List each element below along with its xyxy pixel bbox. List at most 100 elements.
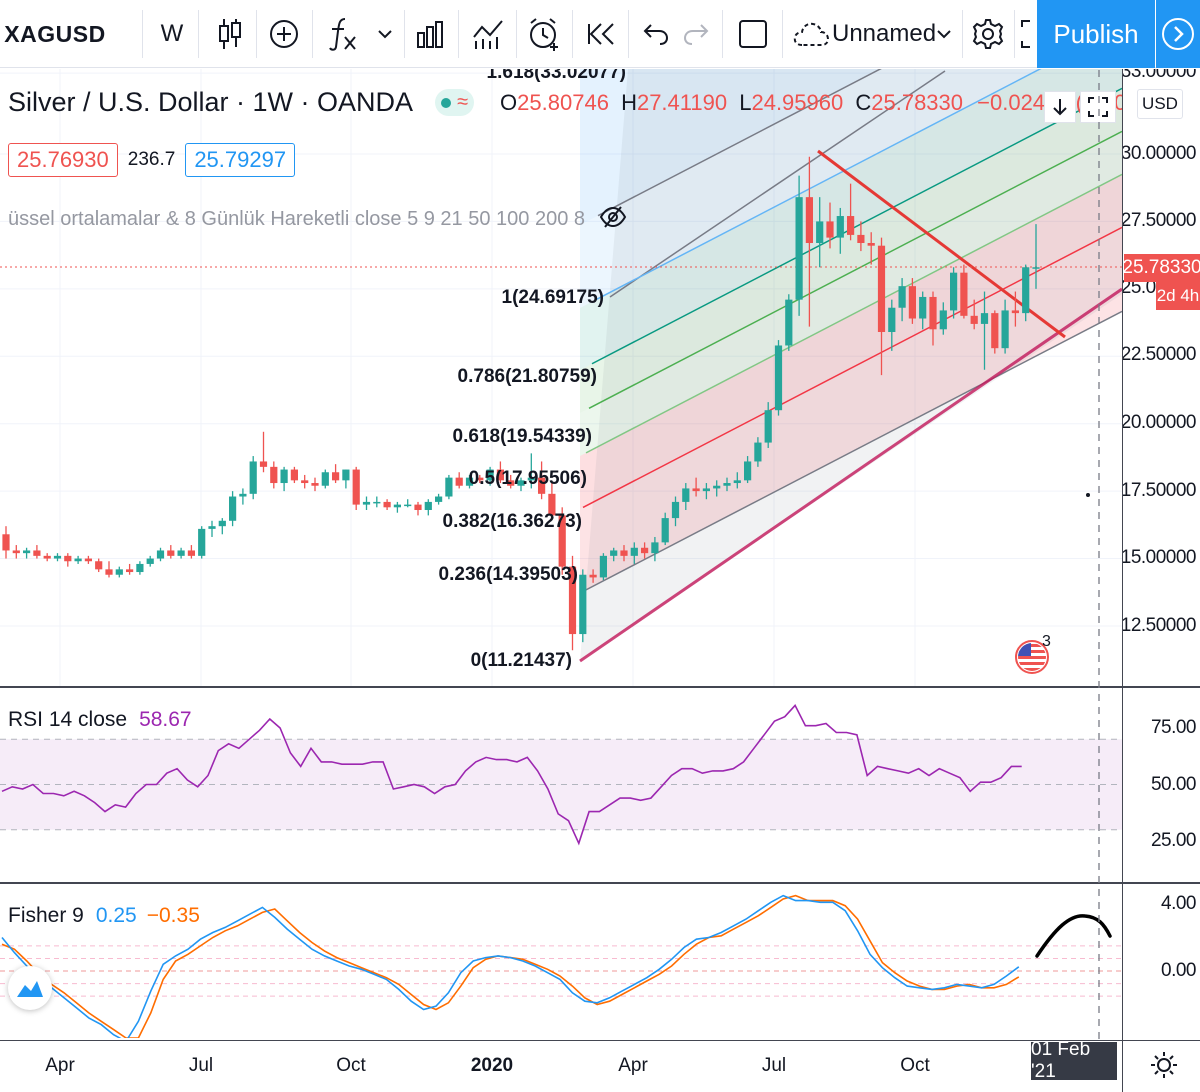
rsi-value: 58.67 xyxy=(139,708,192,731)
publish-button[interactable]: Publish xyxy=(1037,0,1155,68)
candle-body xyxy=(579,574,587,635)
financials-icon[interactable] xyxy=(408,0,452,68)
undo-icon[interactable] xyxy=(636,0,676,68)
replay-icon[interactable] xyxy=(580,0,624,68)
candle-body xyxy=(290,469,298,481)
currency-button[interactable]: USD xyxy=(1137,89,1183,119)
candle-body xyxy=(692,488,700,492)
toolbar-divider xyxy=(962,10,963,58)
candle-body xyxy=(826,221,834,238)
play-icon[interactable] xyxy=(1156,0,1200,68)
wave-icon: ≈ xyxy=(457,91,469,113)
fisher-scale[interactable]: 4.00 0.00 xyxy=(1122,884,1200,1040)
rsi-scale[interactable]: 75.00 50.00 25.00 xyxy=(1122,688,1200,882)
fullscreen-icon[interactable] xyxy=(730,0,776,68)
sell-price-box[interactable]: 25.76930 xyxy=(8,143,118,177)
pane-divider[interactable] xyxy=(0,882,1200,884)
candle-body xyxy=(991,313,999,349)
pane-divider[interactable] xyxy=(0,686,1200,688)
scroll-down-icon[interactable] xyxy=(1044,91,1076,123)
candle-body xyxy=(424,501,432,511)
chart-symbol-title: Silver / U.S. Dollar · 1W · OANDA xyxy=(8,87,414,117)
hidden-eye-icon[interactable] xyxy=(599,205,627,234)
candle-body xyxy=(929,296,937,330)
fib-zone xyxy=(580,131,1122,456)
candle-body xyxy=(898,286,906,308)
fib-label: 0.5(17.95506) xyxy=(468,468,587,489)
price-label: 15.00000 xyxy=(1122,547,1197,568)
fib-label: 0(11.21437) xyxy=(470,650,572,671)
rsi-scale-label: 25.00 xyxy=(1150,830,1197,851)
cloud-save-icon[interactable] xyxy=(790,0,832,68)
candle-body xyxy=(805,197,813,244)
fib-zone xyxy=(580,69,1122,661)
time-label: Jul xyxy=(188,1055,214,1076)
candle-body xyxy=(53,555,62,559)
fisher-line xyxy=(1,894,1020,1038)
candle-body xyxy=(167,550,175,556)
candle-body xyxy=(754,442,762,462)
templates-icon[interactable] xyxy=(466,0,510,68)
time-label: Apr xyxy=(45,1055,75,1076)
maximize-icon[interactable] xyxy=(1080,91,1116,123)
symbol-search-button[interactable]: XAGUSD xyxy=(4,20,106,47)
time-axis[interactable]: Apr Jul Oct 2020 Apr Jul Oct xyxy=(0,1040,1200,1092)
rsi-scale-label: 50.00 xyxy=(1150,774,1197,795)
snapshot-icon[interactable] xyxy=(1018,0,1036,68)
buy-price-box[interactable]: 25.79297 xyxy=(185,143,296,177)
toolbar-divider xyxy=(198,10,199,58)
candle-body xyxy=(1011,310,1019,314)
theme-toggle-icon[interactable] xyxy=(1150,1051,1178,1084)
fib-level-line xyxy=(597,69,882,217)
rsi-chart[interactable] xyxy=(0,688,1122,882)
settings-icon[interactable] xyxy=(968,0,1008,68)
fisher-chart[interactable] xyxy=(0,884,1122,1038)
market-status[interactable]: ≈ xyxy=(435,89,475,116)
candle-body xyxy=(146,558,154,564)
toolbar-divider xyxy=(516,10,517,58)
candle-body xyxy=(321,472,329,486)
axis-corner-divider xyxy=(1122,1041,1123,1092)
candle-body xyxy=(610,550,618,556)
price-label: 27.50000 xyxy=(1122,210,1197,231)
rsi-pane[interactable]: RSI 14 close 58.67 xyxy=(0,688,1122,882)
fib-level-line xyxy=(591,87,1122,365)
toolbar-divider xyxy=(572,10,573,58)
alert-icon[interactable] xyxy=(522,0,566,68)
drawn-arc-annotation xyxy=(1035,914,1112,958)
candle-body xyxy=(486,469,494,481)
layout-name[interactable]: Unnamed xyxy=(832,20,937,47)
add-compare-icon[interactable] xyxy=(262,0,306,68)
fib-label: 0.786(21.80759) xyxy=(457,366,597,387)
candle-body xyxy=(74,558,82,562)
price-label: 17.50000 xyxy=(1122,480,1197,501)
time-label: Jul xyxy=(761,1055,787,1076)
candle-body xyxy=(259,461,268,467)
candle-body xyxy=(126,569,134,573)
interval-button[interactable]: W xyxy=(160,20,184,47)
cursor-date-badge: 01 Feb '21 xyxy=(1031,1039,1117,1082)
main-chart-pane[interactable]: Silver / U.S. Dollar · 1W · OANDA ≈ O25.… xyxy=(0,69,1122,686)
candle-body xyxy=(980,313,989,324)
price-scale[interactable]: 33.00000 USD 30.00000 27.50000 25.00000 … xyxy=(1122,69,1200,686)
current-price-tag: 25.78330 xyxy=(1122,254,1200,282)
candles-icon[interactable] xyxy=(208,0,252,68)
candle-body xyxy=(496,469,504,481)
chevron-down-icon[interactable] xyxy=(930,0,958,68)
redo-icon[interactable] xyxy=(676,0,716,68)
candle-body xyxy=(517,480,525,486)
candle-body xyxy=(723,483,731,486)
price-chart[interactable] xyxy=(0,69,1122,686)
tradingview-logo-icon[interactable] xyxy=(8,966,52,1010)
candle-body xyxy=(12,550,20,554)
candle-body xyxy=(198,528,206,556)
candle-body xyxy=(774,345,783,411)
toolbar-divider xyxy=(1014,10,1015,58)
chevron-down-icon[interactable] xyxy=(370,0,400,68)
candle-body xyxy=(187,550,195,556)
candle-body xyxy=(445,477,453,497)
indicator-legend: üssel ortalamalar & 8 Günlük Hareketli c… xyxy=(8,208,586,230)
fisher-pane[interactable]: Fisher 9 0.25 −0.35 xyxy=(0,884,1122,1038)
us-flag-events-icon[interactable]: 3 xyxy=(1014,633,1054,675)
indicators-icon[interactable] xyxy=(320,0,364,68)
